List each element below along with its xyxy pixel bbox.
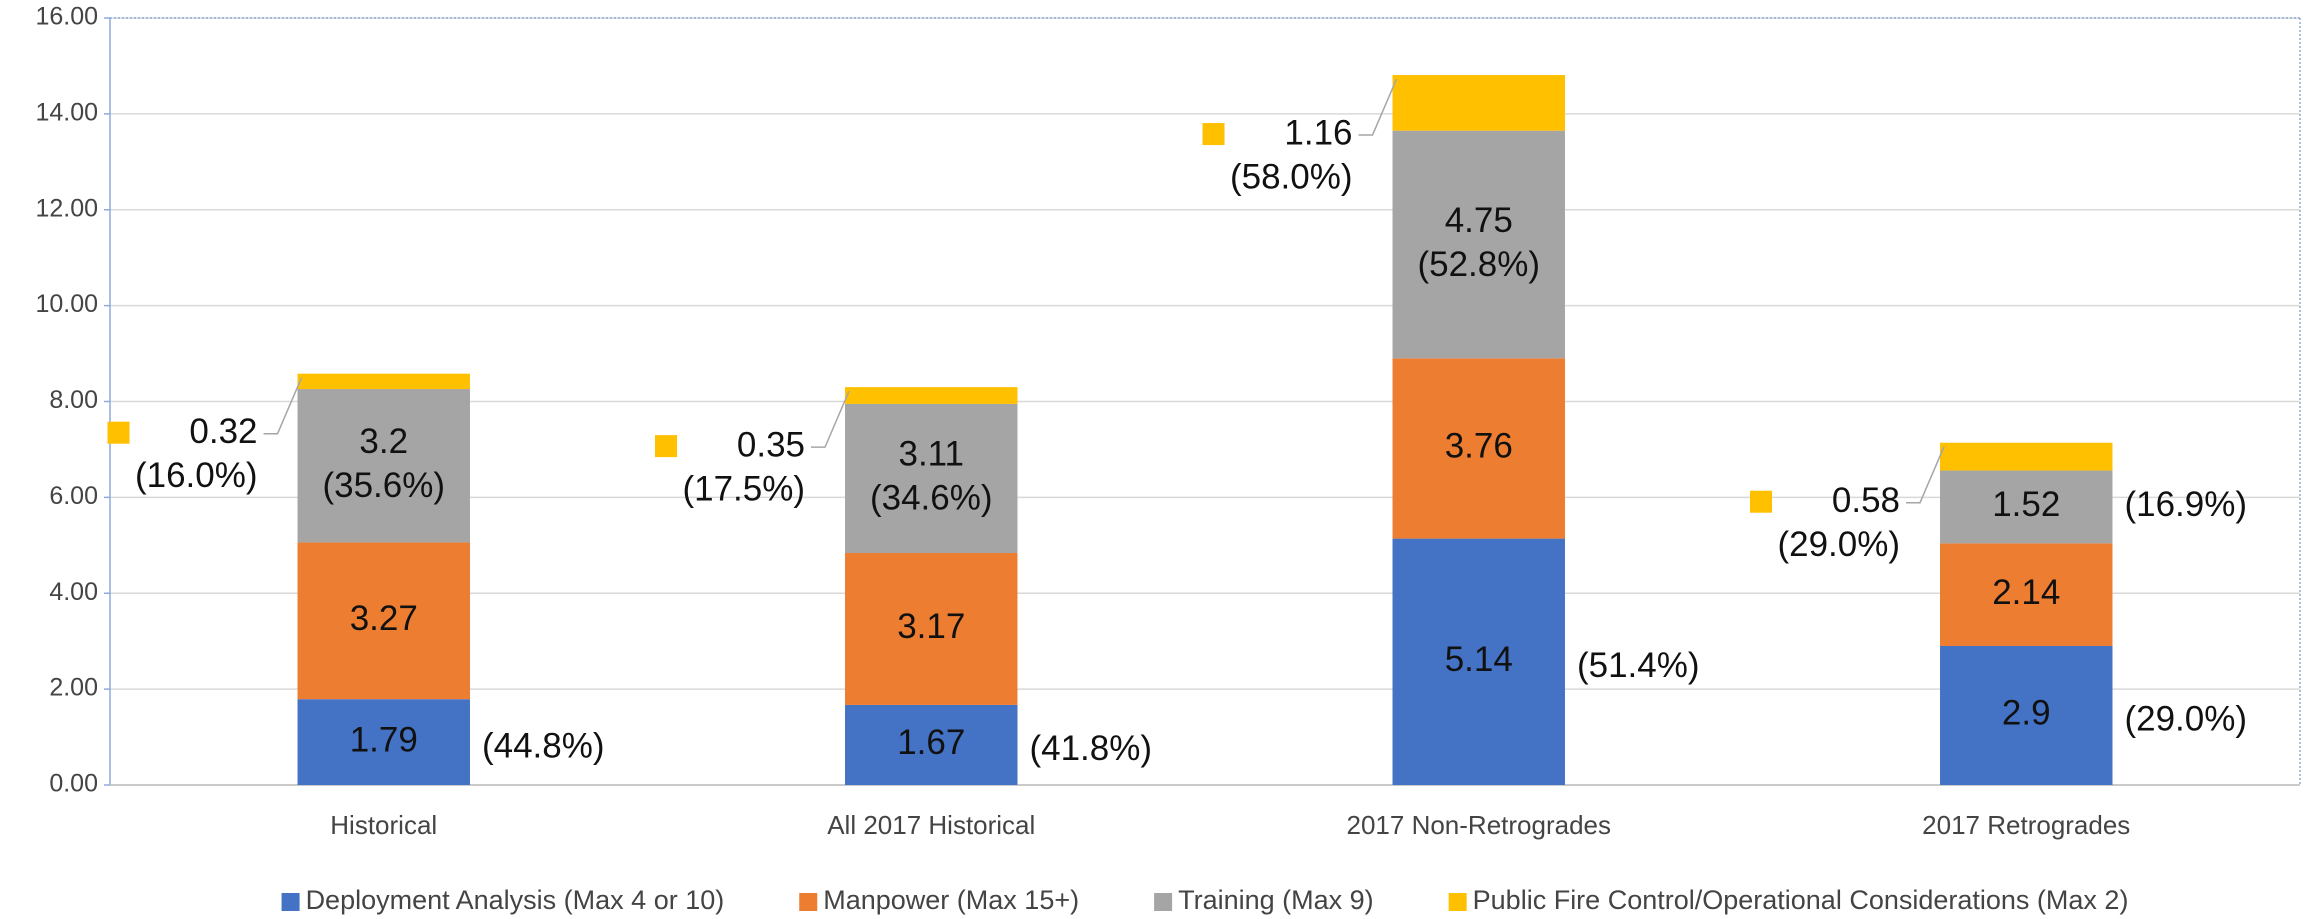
y-tick-label: 10.00 <box>35 290 98 318</box>
legend-label: Training (Max 9) <box>1178 885 1374 915</box>
legend-key <box>281 893 300 911</box>
data-label: 0.32 <box>189 412 257 451</box>
bar-segment <box>1392 75 1565 131</box>
leader-line <box>263 377 303 435</box>
data-label: 3.76 <box>1445 427 1513 466</box>
percent-label: (29.0%) <box>1777 525 1900 564</box>
y-tick-label: 8.00 <box>49 386 98 414</box>
data-label: 3.17 <box>897 607 965 646</box>
bar-segment <box>1940 442 2113 471</box>
percent-label: (58.0%) <box>1230 157 1353 196</box>
y-tick-label: 0.00 <box>49 770 98 798</box>
bar-segment <box>845 704 1018 785</box>
bar-segment <box>1392 538 1565 785</box>
leader-line <box>811 390 850 448</box>
data-label: 3.11 <box>898 435 964 474</box>
data-label: 3.27 <box>350 599 418 638</box>
percent-label: (44.8%) <box>482 726 605 765</box>
leader-line <box>1358 78 1398 136</box>
legend-label: Manpower (Max 15+) <box>823 885 1079 915</box>
data-label: 1.67 <box>897 723 965 762</box>
callout-key <box>107 421 130 444</box>
percent-label: (34.6%) <box>870 479 993 518</box>
bar-segment <box>297 373 470 390</box>
bar-segment <box>845 552 1018 705</box>
percent-label: (29.0%) <box>2124 700 2247 739</box>
data-label: 5.14 <box>1445 640 1513 679</box>
bar-segment <box>845 403 1018 553</box>
data-label: 1.52 <box>1992 485 2060 524</box>
x-tick-label: All 2017 Historical <box>827 810 1035 840</box>
bar-segment <box>1392 130 1565 359</box>
bar-segment <box>1940 543 2113 646</box>
bar-segment <box>1940 470 2113 544</box>
percent-label: (35.6%) <box>322 466 445 505</box>
y-tick-label: 16.00 <box>35 3 98 31</box>
data-label: 0.58 <box>1832 481 1900 520</box>
y-tick-label: 12.00 <box>35 194 98 222</box>
percent-label: (41.8%) <box>1029 729 1152 768</box>
data-label: 4.75 <box>1445 201 1513 240</box>
legend-key <box>1448 893 1467 911</box>
percent-label: (52.8%) <box>1417 245 1540 284</box>
bar-segment <box>297 389 470 543</box>
bar-segment <box>1392 358 1565 539</box>
data-label: 2.14 <box>1992 573 2060 612</box>
x-tick-label: 2017 Retrogrades <box>1922 810 2130 840</box>
legend-label: Deployment Analysis (Max 4 or 10) <box>306 885 725 915</box>
bar-segment <box>297 699 470 785</box>
data-label: 3.2 <box>359 422 408 461</box>
data-label: 1.16 <box>1284 113 1352 152</box>
legend: Deployment Analysis (Max 4 or 10) Manpowe… <box>281 885 2129 915</box>
y-tick-label: 2.00 <box>49 674 98 702</box>
data-label: 1.79 <box>350 720 418 759</box>
legend-key <box>799 893 818 911</box>
bar-segment <box>1940 645 2113 785</box>
bar-segment <box>297 542 470 700</box>
callout-key <box>1202 123 1225 146</box>
callout-key <box>1750 490 1773 513</box>
percent-label: (17.5%) <box>682 469 805 508</box>
leader-line <box>1906 446 1945 504</box>
data-label: 2.9 <box>2002 694 2051 733</box>
percent-label: (16.0%) <box>135 456 258 495</box>
y-tick-label: 4.00 <box>49 578 98 606</box>
callout-key <box>655 435 678 458</box>
legend-key <box>1154 893 1173 911</box>
percent-label: (51.4%) <box>1577 646 1700 685</box>
data-label: 0.35 <box>737 425 805 464</box>
legend-label: Public Fire Control/Operational Consider… <box>1473 885 2129 915</box>
x-tick-label: Historical <box>330 810 437 840</box>
x-tick-label: 2017 Non-Retrogrades <box>1347 810 1612 840</box>
percent-label: (16.9%) <box>2124 485 2247 524</box>
y-tick-label: 6.00 <box>49 482 98 510</box>
bar-segment <box>845 387 1018 404</box>
y-tick-label: 14.00 <box>35 98 98 126</box>
